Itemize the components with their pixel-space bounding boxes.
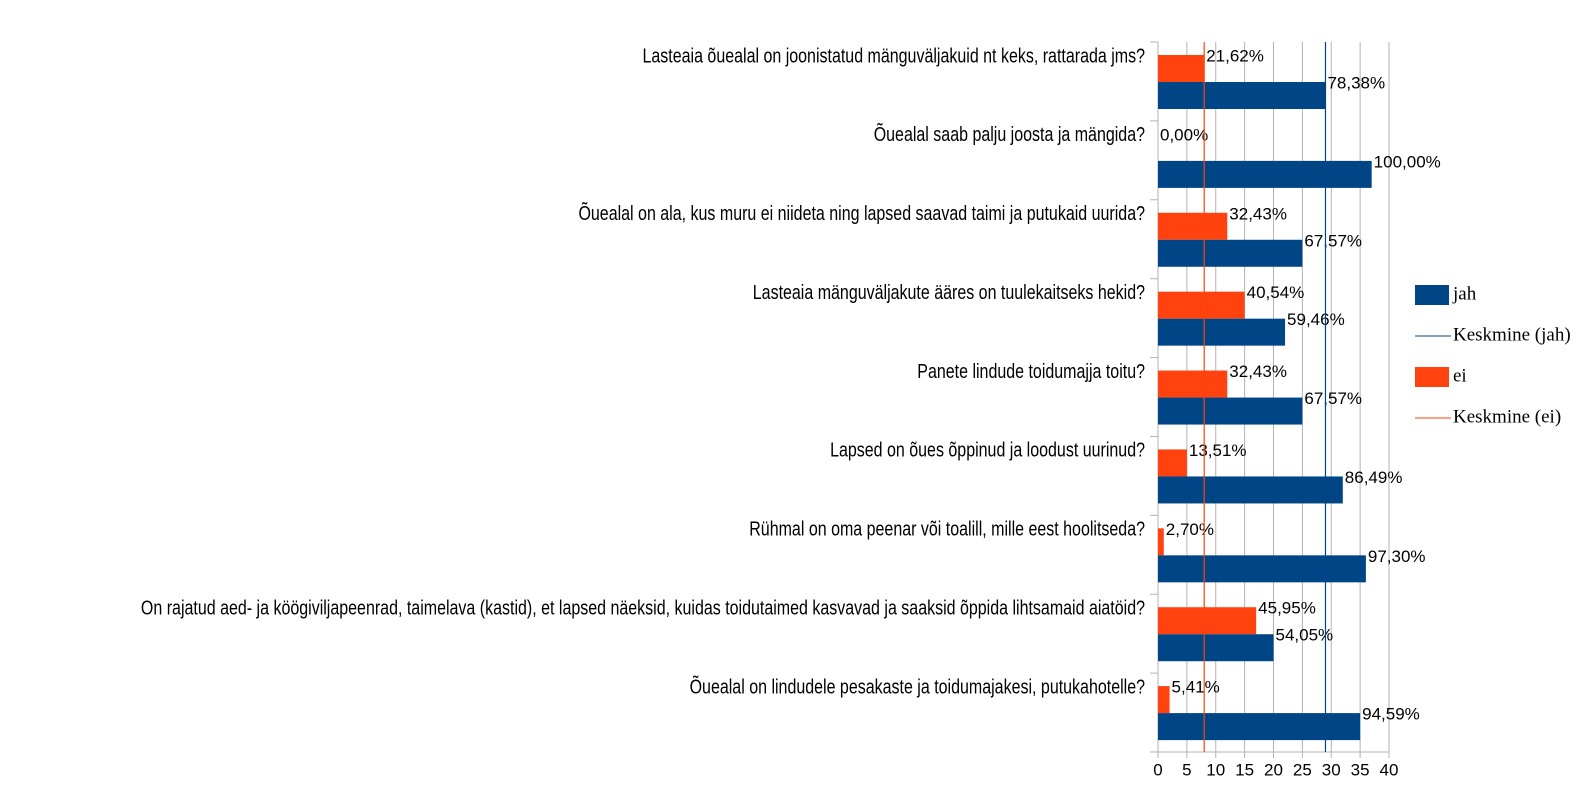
x-tick-label: 15: [1235, 760, 1254, 779]
legend-label: Keskmine (jah): [1453, 324, 1571, 345]
category-label-group: Õuealal on ala, kus muru ei niideta ning…: [578, 201, 1145, 224]
category-label: Õuealal saab palju joosta ja mängida?: [874, 122, 1145, 145]
value-label: 13,51%: [1189, 441, 1247, 460]
value-label: 97,30%: [1368, 547, 1426, 566]
category-label-group: On rajatud aed- ja köögiviljapeenrad, ta…: [141, 597, 1145, 619]
bar: [1158, 528, 1164, 556]
value-label: 32,43%: [1229, 362, 1287, 381]
x-tick-label: 10: [1206, 760, 1225, 779]
category-label-group: Õuealal on lindudele pesakaste ja toidum…: [690, 675, 1145, 698]
x-tick-label: 20: [1264, 760, 1283, 779]
x-tick-label: 0: [1153, 760, 1162, 779]
bar: [1158, 713, 1361, 741]
category-label: Lasteaia mänguväljakute ääres on tuuleka…: [753, 281, 1145, 303]
value-label: 94,59%: [1362, 705, 1420, 724]
value-label: 100,00%: [1374, 152, 1441, 171]
bar: [1158, 160, 1372, 188]
category-label: On rajatud aed- ja köögiviljapeenrad, ta…: [141, 597, 1145, 619]
value-label: 67,57%: [1304, 389, 1362, 408]
x-tick-label: 25: [1293, 760, 1312, 779]
value-label: 0,00%: [1160, 125, 1208, 144]
value-label: 67,57%: [1304, 231, 1362, 250]
category-label: Rühmal on oma peenar või toalill, mille …: [749, 518, 1145, 540]
bar: [1158, 318, 1286, 346]
bar: [1158, 370, 1228, 398]
bar: [1158, 291, 1245, 319]
bar: [1158, 212, 1228, 240]
bar: [1158, 239, 1303, 267]
category-label: Õuealal on lindudele pesakaste ja toidum…: [690, 675, 1145, 698]
legend-label: ei: [1453, 365, 1467, 386]
bar: [1158, 449, 1187, 477]
legend-swatch: [1415, 367, 1449, 387]
value-label: 59,46%: [1287, 310, 1345, 329]
value-label: 32,43%: [1229, 204, 1287, 223]
category-label-group: Lapsed on õues õppinud ja loodust uurinu…: [830, 439, 1145, 461]
value-label: 2,70%: [1166, 520, 1214, 539]
value-label: 21,62%: [1206, 46, 1264, 65]
x-tick-label: 5: [1182, 760, 1191, 779]
x-tick-label: 40: [1380, 760, 1399, 779]
category-label-group: Panete lindude toidumajja toitu?: [917, 360, 1145, 382]
bar: [1158, 634, 1274, 662]
bar: [1158, 82, 1326, 109]
bar: [1158, 686, 1170, 714]
value-label: 45,95%: [1258, 599, 1316, 618]
value-label: 40,54%: [1247, 283, 1305, 302]
category-label-group: Rühmal on oma peenar või toalill, mille …: [749, 518, 1145, 540]
legend-swatch: [1415, 285, 1449, 305]
bar: [1158, 555, 1366, 583]
category-label: Õuealal on ala, kus muru ei niideta ning…: [578, 201, 1145, 224]
category-label: Lapsed on õues õppinud ja loodust uurinu…: [830, 439, 1145, 461]
x-tick-label: 35: [1351, 760, 1370, 779]
legend-label: Keskmine (ei): [1453, 406, 1561, 427]
x-tick-label: 30: [1322, 760, 1341, 779]
legend-label: jah: [1452, 283, 1477, 304]
value-label: 54,05%: [1276, 626, 1334, 645]
value-label: 86,49%: [1345, 468, 1403, 487]
category-label: Lasteaia õuealal on joonistatud mänguväl…: [642, 45, 1145, 67]
category-label-group: Lasteaia mänguväljakute ääres on tuuleka…: [753, 281, 1145, 303]
bar: [1158, 397, 1303, 425]
category-label-group: Õuealal saab palju joosta ja mängida?: [874, 122, 1145, 145]
value-label: 78,38%: [1327, 73, 1385, 92]
category-label-group: Lasteaia õuealal on joonistatud mänguväl…: [642, 45, 1145, 67]
bar: [1158, 55, 1205, 82]
category-label: Panete lindude toidumajja toitu?: [917, 360, 1145, 382]
value-label: 5,41%: [1172, 678, 1220, 697]
bar: [1158, 476, 1343, 504]
bar: [1158, 607, 1257, 635]
